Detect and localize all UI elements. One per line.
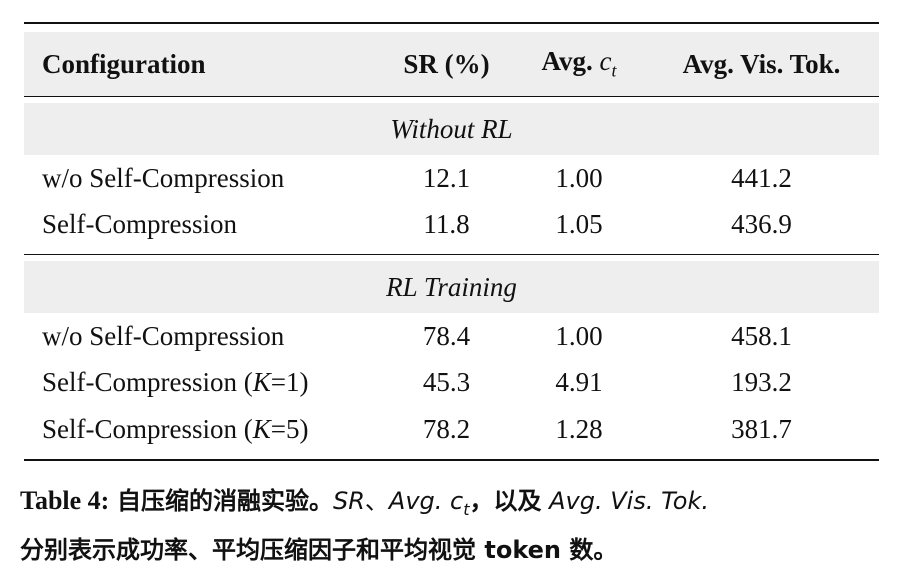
header-rule	[24, 96, 879, 97]
cell-config: Self-Compression	[42, 209, 237, 240]
cell-config: w/o Self-Compression	[42, 162, 285, 193]
cell-sr: 45.3	[422, 367, 471, 398]
table-row: w/o Self-Compression 12.1 1.00 441.2	[24, 155, 879, 202]
cell-vis-tok: 441.2	[731, 162, 792, 193]
cell-sr: 78.4	[422, 320, 471, 351]
header-row: Configuration SR (%) Avg. ct Avg. Vis. T…	[24, 32, 879, 96]
cell-vis-tok: 381.7	[731, 413, 792, 444]
header-configuration: Configuration	[42, 48, 206, 79]
header-sr: SR (%)	[403, 48, 490, 79]
cell-config: Self-Compression (K=5)	[42, 413, 309, 444]
table-row: w/o Self-Compression 78.4 1.00 458.1	[24, 313, 879, 360]
section-title: Without RL	[24, 103, 879, 155]
cell-vis-tok: 436.9	[731, 209, 792, 240]
cell-avg-ct: 4.91	[555, 367, 603, 398]
cell-sr: 78.2	[422, 413, 471, 444]
top-rule	[24, 22, 879, 24]
section-title: RL Training	[24, 261, 879, 313]
table-row: Self-Compression 11.8 1.05 436.9	[24, 202, 879, 249]
section-rule	[24, 254, 879, 255]
cell-sr: 12.1	[422, 162, 471, 193]
caption-line-2: 分别表示成功率、平均压缩因子和平均视觉 token 数。	[20, 535, 618, 564]
results-table: Configuration SR (%) Avg. ct Avg. Vis. T…	[24, 22, 879, 461]
bottom-rule	[24, 458, 879, 461]
caption-sep-2: ，以及	[469, 487, 542, 515]
cell-vis-tok: 458.1	[731, 320, 792, 351]
cell-config: Self-Compression (K=1)	[42, 367, 309, 398]
header-avg-vis-tok: Avg. Vis. Tok.	[682, 48, 841, 79]
table-caption: Table 4: 自压缩的消融实验。SR、Avg. ct，以及 Avg. Vis…	[20, 480, 882, 571]
caption-sep: 、	[364, 487, 389, 515]
table-row: Self-Compression (K=1) 45.3 4.91 193.2	[24, 360, 879, 407]
cell-sr: 11.8	[423, 209, 470, 240]
cell-config: w/o Self-Compression	[42, 320, 285, 351]
caption-term-avg-c-sub: t	[463, 499, 470, 519]
cell-avg-ct: 1.05	[555, 209, 603, 240]
caption-term-avg-c: Avg. c	[388, 487, 464, 515]
table-row: Self-Compression (K=5) 78.2 1.28 381.7	[24, 406, 879, 453]
caption-term-avg-vis: Avg. Vis. Tok.	[549, 487, 710, 515]
caption-line-1: Table 4: 自压缩的消融实验。SR、Avg. ct，以及 Avg. Vis…	[20, 480, 882, 530]
cell-avg-ct: 1.28	[555, 413, 603, 444]
cell-avg-ct: 1.00	[555, 320, 603, 351]
caption-title: 自压缩的消融实验。	[116, 487, 333, 515]
cell-vis-tok: 193.2	[731, 367, 792, 398]
header-avg-ct: Avg. ct	[541, 46, 617, 81]
caption-label: Table 4:	[20, 486, 110, 515]
cell-avg-ct: 1.00	[555, 162, 603, 193]
caption-term-sr: SR	[332, 487, 365, 515]
